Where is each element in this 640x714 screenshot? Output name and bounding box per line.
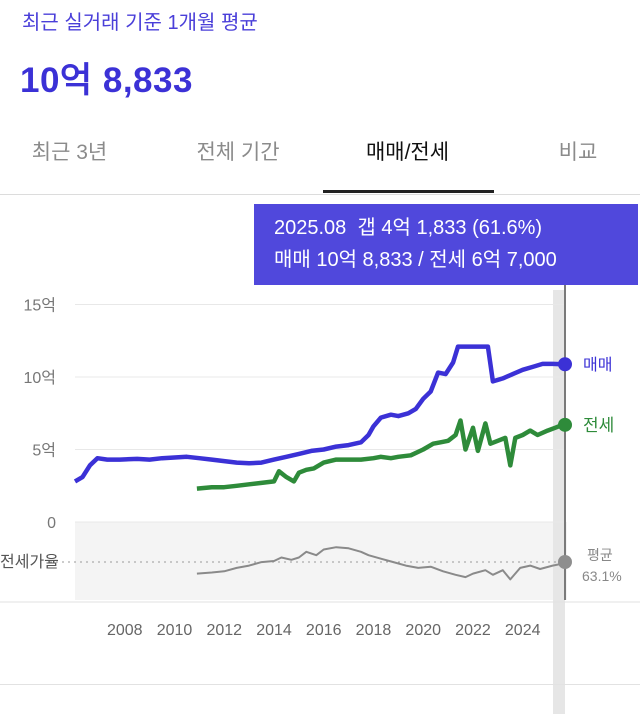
tooltip-values: 매매 10억 8,833 / 전세 6억 7,000 [274, 249, 557, 271]
x-tick-label: 2008 [107, 622, 143, 639]
ratio-avg-label: 평균 [587, 547, 613, 563]
x-tick-label: 2020 [405, 622, 441, 639]
jeonse-series-label: 전세 [583, 416, 614, 435]
tab-compare[interactable]: 비교 [558, 141, 598, 164]
x-tick-label: 2016 [306, 622, 342, 639]
jeonse-line [196, 418, 564, 491]
jeonse-end-marker [558, 417, 572, 432]
chart-tooltip: 2025.08 갭 4억 1,833 (61.6%) 매매 10억 8,833 … [254, 204, 638, 285]
x-tick-label: 2010 [157, 622, 193, 639]
sale-series-label: 매매 [583, 356, 612, 374]
period-tabs: 최근 3년 전체 기간 매매/전세 비교 [0, 120, 640, 195]
hover-column [553, 290, 565, 714]
tooltip-date: 2025.08 [274, 217, 347, 239]
y-tick-label: 15억 [23, 297, 56, 315]
y-tick-label: 5억 [32, 442, 56, 460]
current-price: 10억 8,833 [20, 61, 193, 100]
bottom-divider [0, 684, 640, 685]
y-tick-label: 0 [47, 515, 56, 532]
tab-sale-jeonse[interactable]: 매매/전세 [365, 141, 450, 164]
sale-end-marker [558, 357, 572, 372]
sale-line [73, 344, 563, 484]
ratio-area-bg [75, 522, 567, 600]
x-tick-label: 2024 [505, 622, 541, 639]
tab-all-period[interactable]: 전체 기간 [196, 141, 280, 164]
x-tick-label: 2014 [256, 622, 292, 639]
y-tick-label: 10억 [23, 369, 56, 387]
tab-recent-3y[interactable]: 최근 3년 [31, 141, 108, 164]
ratio-avg-value: 63.1% [582, 568, 622, 584]
tooltip-gap: 갭 4억 1,833 (61.6%) [357, 217, 543, 239]
subtitle: 최근 실거래 기준 1개월 평균 [22, 12, 258, 34]
ratio-line [196, 546, 563, 581]
x-tick-label: 2012 [206, 622, 242, 639]
ratio-axis-label: 전세가율 [0, 553, 59, 571]
x-tick-label: 2018 [356, 622, 392, 639]
active-tab-indicator [323, 190, 494, 193]
x-tick-label: 2022 [455, 622, 491, 639]
ratio-end-marker [558, 555, 572, 569]
